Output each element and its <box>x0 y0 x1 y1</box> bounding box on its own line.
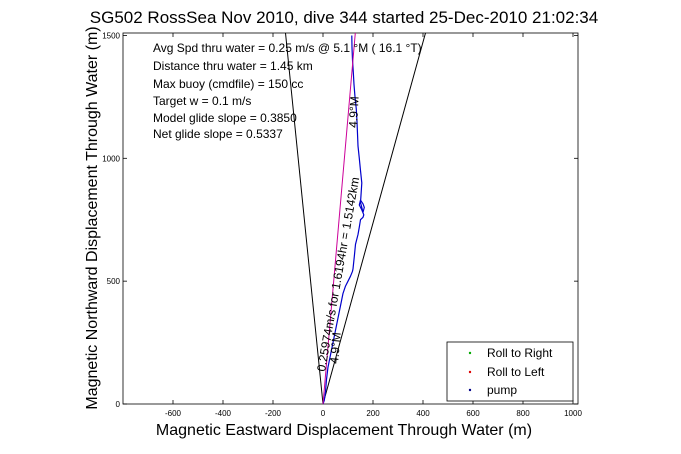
x-tick-label: -600 <box>165 409 182 418</box>
info-model-glide-slope: Model glide slope = 0.3850 <box>153 111 297 125</box>
info-text-block: Avg Spd thru water = 0.25 m/s @ 5.1 °M (… <box>153 41 422 141</box>
legend-label-roll-right: Roll to Right <box>487 346 553 360</box>
legend-marker-roll-left <box>468 370 472 374</box>
info-target-w: Target w = 0.1 m/s <box>153 94 251 108</box>
y-tick-label: 1500 <box>102 31 120 40</box>
legend: Roll to Right Roll to Left pump <box>446 341 574 402</box>
x-tick-label: 400 <box>416 409 430 418</box>
x-tick-label: 800 <box>516 409 530 418</box>
legend-box <box>446 341 574 402</box>
plot-series <box>285 32 426 405</box>
y-axis-ticks: 0 500 1000 1500 <box>102 31 578 409</box>
x-tick-label: 600 <box>466 409 480 418</box>
y-tick-label: 0 <box>116 400 121 409</box>
glide-cone-line <box>322 32 426 405</box>
heading-line-line <box>322 32 356 405</box>
x-tick-label: -400 <box>215 409 232 418</box>
x-tick-label: 0 <box>321 409 326 418</box>
info-max-buoy: Max buoy (cmdfile) = 150 cc <box>153 77 303 91</box>
info-avg-speed: Avg Spd thru water = 0.25 m/s @ 5.1 °M (… <box>153 41 422 55</box>
x-tick-label: 1000 <box>564 409 582 418</box>
legend-marker-pump <box>468 388 472 392</box>
x-tick-label: 200 <box>366 409 380 418</box>
x-tick-label: -200 <box>265 409 282 418</box>
legend-label-pump: pump <box>487 383 517 397</box>
info-distance: Distance thru water = 1.45 km <box>153 59 313 73</box>
chart-title: SG502 RossSea Nov 2010, dive 344 started… <box>90 8 598 27</box>
heading-annotation-lower: 4.9°M <box>327 332 344 365</box>
legend-label-roll-left: Roll to Left <box>487 365 545 379</box>
y-tick-label: 1000 <box>102 154 120 163</box>
dive-track-line <box>322 35 365 405</box>
y-tick-label: 500 <box>107 277 121 286</box>
x-axis-ticks: -600 -400 -200 0 200 400 600 800 1000 <box>165 33 582 418</box>
y-axis-label: Magnetic Northward Displacement Through … <box>84 26 101 409</box>
x-axis-label: Magnetic Eastward Displacement Through W… <box>156 422 532 439</box>
heading-annotation-upper: 4.9°M <box>346 96 362 128</box>
glide-cone-line <box>285 32 324 405</box>
info-net-glide-slope: Net glide slope = 0.5337 <box>153 127 283 141</box>
legend-marker-roll-right <box>468 351 472 355</box>
